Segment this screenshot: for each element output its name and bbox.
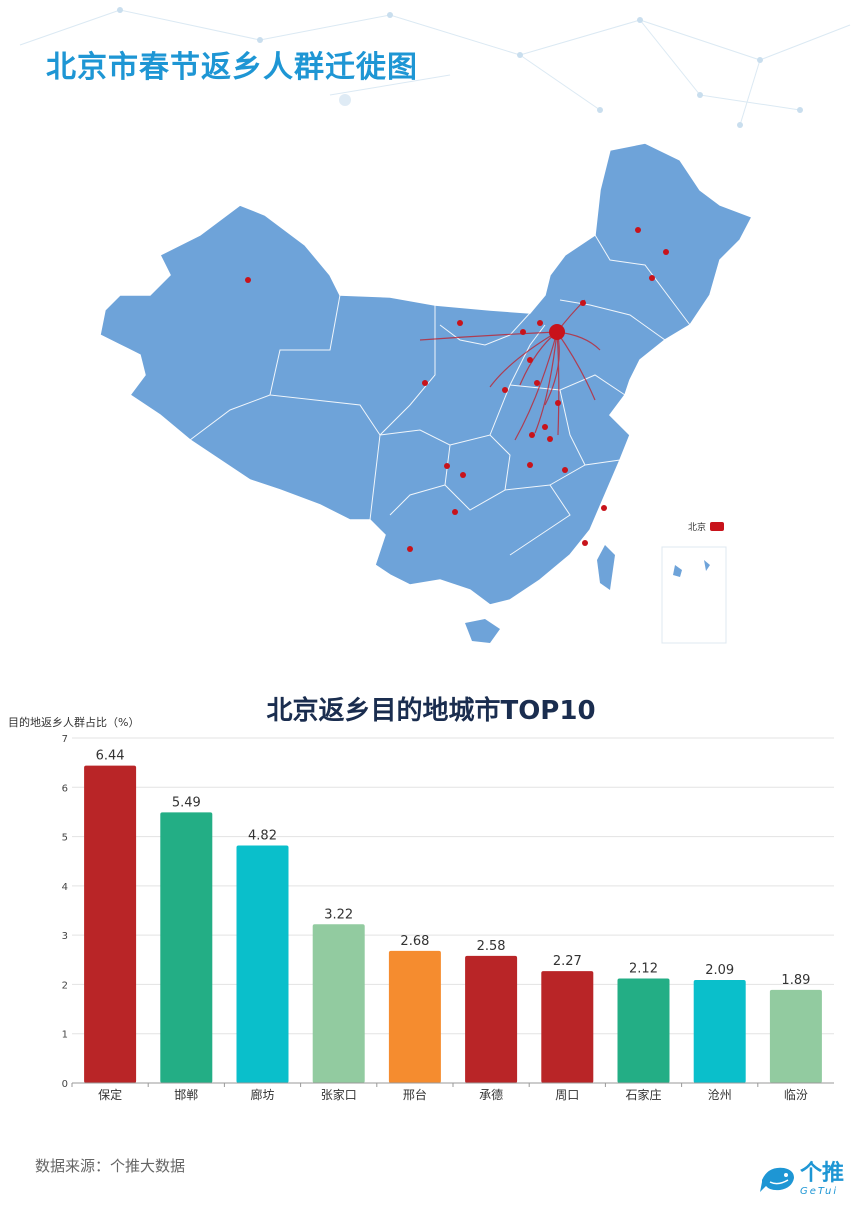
y-tick-label: 5: [62, 833, 68, 844]
data-source: 数据来源：个推大数据: [35, 1157, 186, 1175]
value-label: 2.68: [400, 934, 429, 949]
value-label: 2.12: [629, 962, 658, 977]
value-labels: 6.44 5.49 4.82 3.22 2.68 2.58 2.27 2.12 2.09 1.89: [96, 749, 811, 988]
city-points: [245, 227, 669, 552]
whale-logo-icon: [760, 1167, 794, 1192]
y-tick-label: 2: [62, 980, 68, 991]
bars: [84, 765, 822, 1083]
value-label: 2.09: [705, 963, 734, 978]
value-label: 6.44: [96, 749, 125, 764]
taiwan-island: [597, 545, 615, 590]
x-tick-label: 石家庄: [625, 1087, 661, 1102]
y-tick-label: 4: [62, 882, 68, 893]
legend-label: 北京: [688, 523, 707, 533]
value-label: 3.22: [324, 907, 353, 922]
x-tick-label: 邯郸: [174, 1087, 198, 1102]
x-tick-label: 临汾: [784, 1088, 808, 1102]
y-tick-label: 7: [62, 734, 68, 745]
bar: [465, 955, 518, 1083]
y-tick-labels: 0 1 2 3 4 5 6 7: [62, 734, 68, 1090]
x-tick-labels: 保定 邯郸 廊坊 张家口 邢台 承德 周口 石家庄 沧州 临汾: [71, 1083, 808, 1102]
x-tick-label: 沧州: [708, 1087, 732, 1102]
y-axis-label: 目的地返乡人群占比（%）: [8, 716, 140, 729]
x-tick-label: 保定: [98, 1087, 122, 1102]
page-title: 北京市春节返乡人群迁徙图: [46, 50, 418, 85]
y-tick-label: 6: [62, 783, 68, 794]
value-label: 4.82: [248, 828, 277, 843]
legend-swatch: [710, 522, 725, 531]
logo-name: 个推: [800, 1160, 845, 1186]
bar: [693, 979, 746, 1083]
bar: [312, 924, 365, 1083]
y-tick-label: 0: [62, 1079, 68, 1090]
x-tick-label: 廊坊: [250, 1087, 274, 1102]
map-legend: 北京: [688, 520, 725, 533]
bar: [160, 812, 213, 1083]
x-tick-label: 承德: [479, 1087, 503, 1102]
value-label: 2.58: [477, 939, 506, 954]
chart-title: 北京返乡目的地城市TOP10: [266, 696, 596, 726]
x-tick-label: 周口: [555, 1088, 579, 1102]
background-network: [19, 7, 851, 128]
bar-chart: 0 1 2 3 4 5 6 7 6.44 5.49 4.82 3.22 2.68 2.58 2.27 2.1…: [62, 734, 834, 1102]
china-map-shape: [99, 142, 754, 606]
bar: [541, 971, 594, 1083]
getui-logo: 个推 GeTui: [758, 1160, 844, 1198]
bar: [84, 765, 137, 1083]
migration-map: [99, 142, 754, 644]
logo-subtitle: GeTui: [800, 1185, 839, 1197]
bar: [617, 978, 670, 1083]
x-tick-label: 张家口: [321, 1087, 357, 1102]
x-tick-label: 邢台: [403, 1087, 427, 1102]
value-label: 2.27: [553, 954, 582, 969]
y-tick-label: 1: [62, 1030, 68, 1041]
inset-islands: [673, 560, 710, 577]
nine-dash-inset: [661, 546, 727, 644]
province-borders: [189, 234, 691, 556]
bar: [769, 989, 822, 1083]
bar: [236, 845, 289, 1083]
value-label: 5.49: [172, 795, 201, 810]
y-tick-label: 3: [62, 931, 68, 942]
hainan-island: [465, 619, 500, 643]
value-label: 1.89: [781, 973, 810, 988]
bar: [388, 950, 441, 1083]
